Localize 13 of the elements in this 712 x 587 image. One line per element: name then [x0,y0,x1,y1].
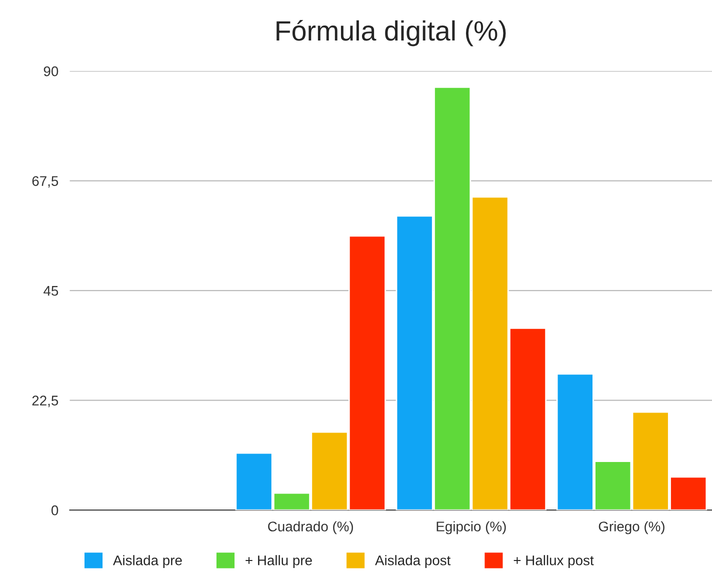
x-tick-label: Egipcio (%) [436,521,506,534]
x-tick-label: Cuadrado (%) [268,521,353,534]
y-tick-label: 45 [44,286,58,296]
x-tick-label: Griego (%) [598,521,664,534]
legend-label: + Hallu pre [246,555,312,568]
legend-label: Aislada pre [112,555,182,568]
y-tick-label: 0 [51,505,58,516]
legend-label: Aislada post [375,555,451,568]
y-tick-label: 67,5 [32,176,58,188]
y-tick-label: 22,5 [32,396,58,408]
y-tick-label: 90 [44,66,58,76]
chart-title: Fórmula digital (%) [276,20,506,46]
legend-label: + Hallux post [514,555,594,568]
